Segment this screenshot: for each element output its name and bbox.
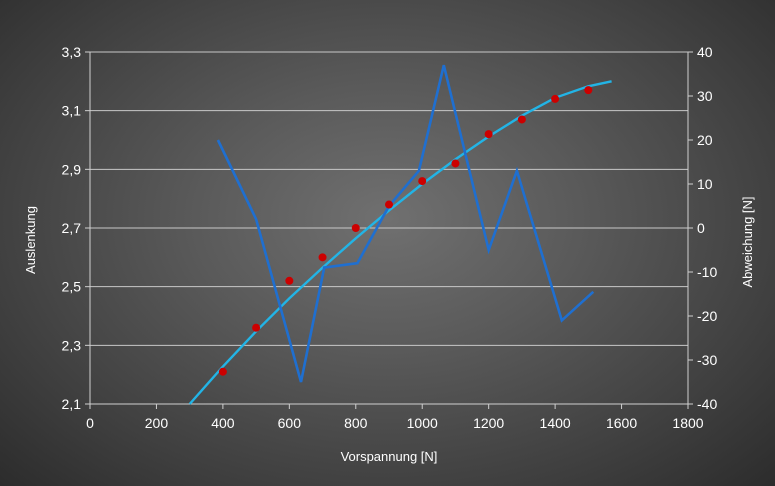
y-tick-label: 2,7 [62, 220, 82, 236]
y2-tick-label: 30 [697, 88, 713, 104]
scatter-point [517, 115, 526, 124]
y-tick-label: 3,1 [62, 103, 82, 119]
scatter-point [218, 367, 227, 376]
x-tick-label: 200 [145, 415, 169, 431]
x-axis-title: Vorspannung [N] [341, 449, 438, 464]
scatter-point [484, 130, 493, 139]
fit-curve-line [188, 80, 612, 405]
y2-tick-label: -30 [697, 352, 717, 368]
deviation-line [216, 64, 595, 383]
y-tick-label: 2,1 [62, 396, 82, 412]
x-tick-label: 800 [344, 415, 368, 431]
x-tick-label: 1200 [473, 415, 504, 431]
x-tick-label: 1400 [540, 415, 571, 431]
x-tick-label: 0 [86, 415, 94, 431]
scatter-point [252, 323, 261, 332]
y-axis-title: Auslenkung [23, 206, 38, 274]
tick-layer: 2,1 2,3 2,5 2,7 2,9 3,1 3,3 -40 -30 -20 -10 0 10 20 30… [62, 44, 718, 431]
x-tick-label: 1600 [606, 415, 637, 431]
series-layer [188, 64, 612, 405]
y-tick-label: 2,5 [62, 279, 82, 295]
scatter-point [418, 177, 427, 186]
y2-tick-label: -20 [697, 308, 717, 324]
y-tick-label: 2,3 [62, 337, 82, 353]
scatter-point [551, 94, 560, 103]
y2-tick-label: -10 [697, 264, 717, 280]
y2-tick-label: 40 [697, 44, 713, 60]
grid-layer [90, 51, 688, 346]
scatter-point [385, 200, 393, 209]
y2-tick-label: 0 [697, 220, 705, 236]
x-tick-label: 1000 [407, 415, 438, 431]
y-tick-label: 2,9 [62, 161, 82, 177]
x-tick-label: 1800 [672, 415, 703, 431]
x-tick-label: 400 [211, 415, 235, 431]
x-tick-label: 600 [278, 415, 302, 431]
y2-tick-label: -40 [697, 396, 717, 412]
y2-tick-label: 20 [697, 132, 713, 148]
y2-axis-title: Abweichung [N] [740, 196, 755, 287]
scatter-point [285, 276, 294, 285]
scatter-point [318, 253, 327, 262]
scatter-point [351, 224, 360, 232]
scatter-point [584, 86, 593, 95]
scatter-point [451, 159, 460, 168]
y2-tick-label: 10 [697, 176, 713, 192]
y-tick-label: 3,3 [62, 44, 82, 60]
